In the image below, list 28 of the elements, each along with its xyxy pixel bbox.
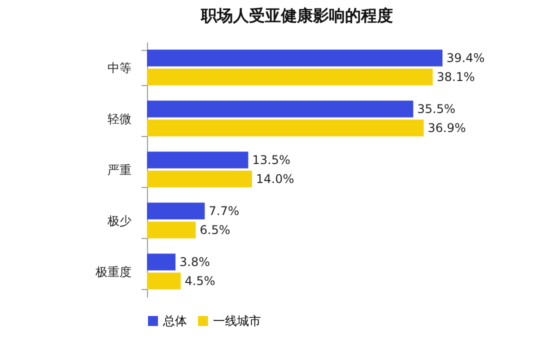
data-label: 35.5%: [417, 102, 456, 116]
bar: [147, 170, 252, 188]
data-label: 39.4%: [446, 51, 485, 66]
bar: [147, 202, 205, 220]
bar: [147, 222, 196, 238]
bar: [147, 254, 176, 270]
data-label: 13.5%: [252, 153, 290, 168]
y-tick-label: 极重度: [94, 265, 132, 279]
data-label: 38.1%: [436, 70, 475, 84]
bar: [147, 152, 248, 168]
bar: [147, 50, 442, 66]
bar: [147, 68, 433, 86]
bar: [147, 120, 424, 136]
y-tick-label: 轻微: [108, 112, 132, 126]
data-label: 36.9%: [428, 120, 466, 135]
data-label: 3.8%: [180, 255, 210, 270]
bar: [147, 272, 181, 290]
y-tick-label: 中等: [108, 61, 132, 75]
data-label: 7.7%: [208, 204, 240, 218]
legend-label: 总体: [162, 314, 187, 328]
data-label: 6.5%: [200, 222, 230, 237]
legend-label: 一线城市: [213, 314, 261, 328]
data-label: 4.5%: [184, 274, 216, 288]
data-label: 14.0%: [256, 172, 294, 186]
y-tick-label: 极少: [106, 214, 132, 228]
bar: [147, 100, 414, 118]
y-tick-label: 严重: [108, 163, 132, 177]
chart-title: 职场人受亚健康影响的程度: [200, 6, 393, 25]
